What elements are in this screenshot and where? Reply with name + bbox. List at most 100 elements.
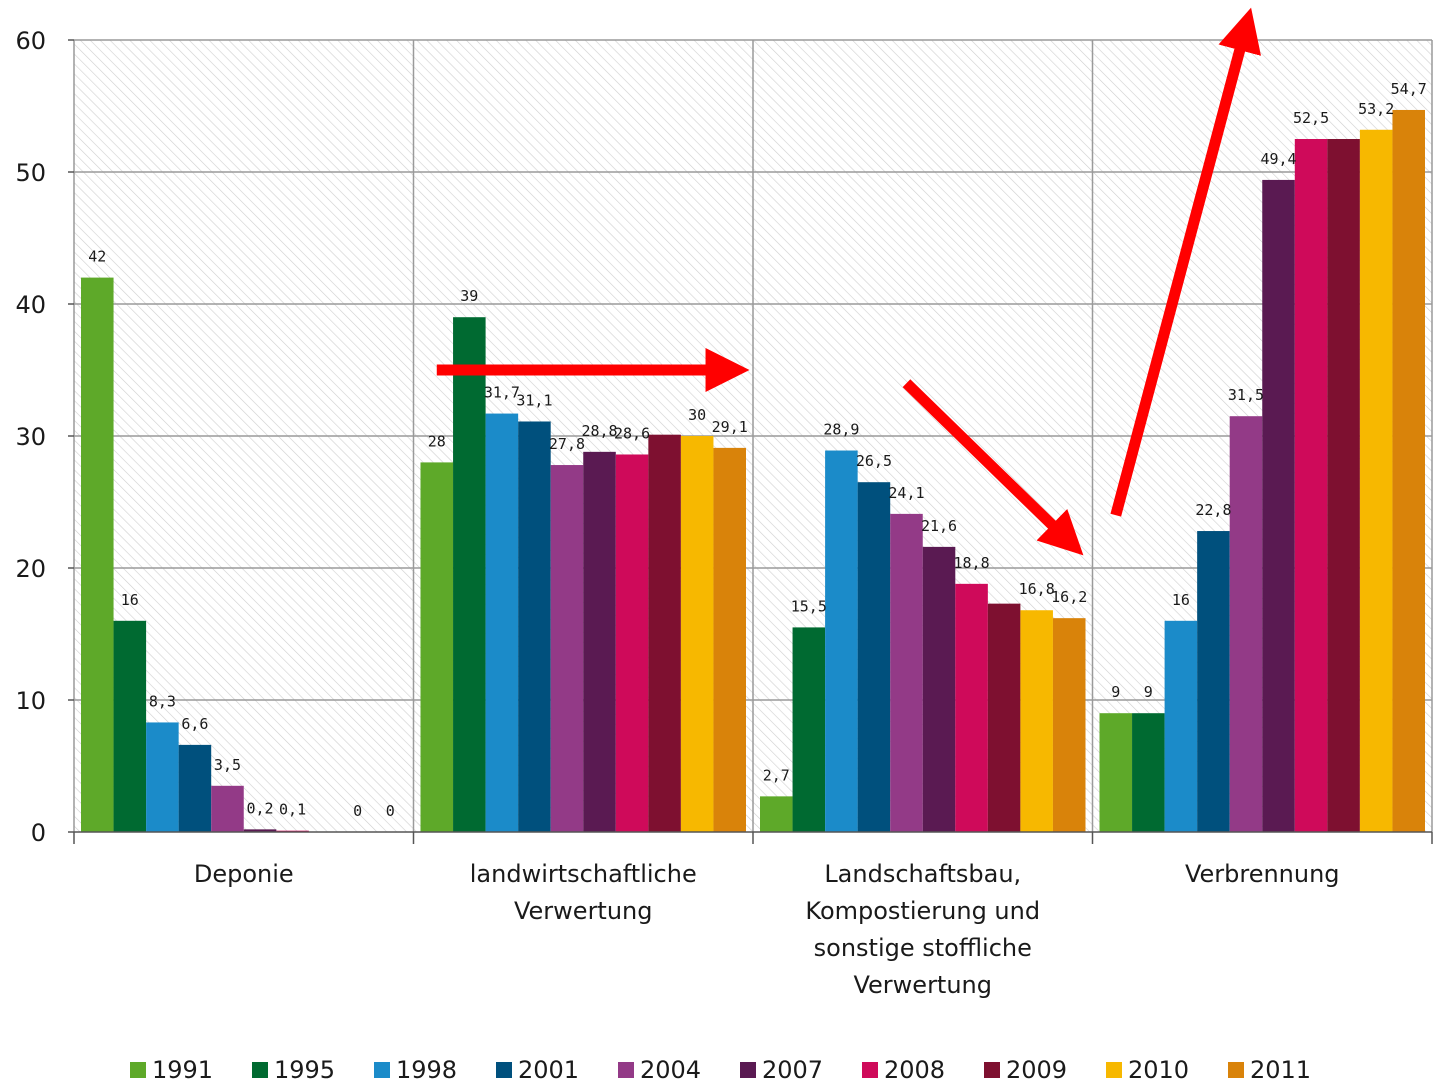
y-tick-label: 60 xyxy=(15,27,46,55)
bar xyxy=(81,277,114,833)
data-label: 0 xyxy=(386,802,395,820)
category-labels: Deponie landwirtschaftliche Verwertung Land… xyxy=(194,860,1340,999)
bars xyxy=(81,109,1425,833)
legend: 1991 1995 1998 2001 2004 2007 2008 2009 2010 2011 xyxy=(130,1055,1350,1085)
legend-swatch xyxy=(1106,1062,1122,1078)
bar xyxy=(178,744,212,832)
legend-item: 2008 xyxy=(862,1056,984,1084)
data-label: 31,1 xyxy=(516,391,552,409)
legend-label: 2007 xyxy=(762,1056,824,1084)
bar xyxy=(1164,620,1198,832)
category-label: Verwertung xyxy=(853,971,992,999)
bar xyxy=(1099,713,1133,832)
bar xyxy=(680,436,714,832)
annotation-arrows xyxy=(436,7,1261,556)
data-label: 15,5 xyxy=(791,597,827,615)
legend-label: 2009 xyxy=(1006,1056,1068,1084)
bar xyxy=(1359,129,1393,832)
bar xyxy=(857,482,891,832)
y-tick-label: 50 xyxy=(15,159,46,187)
bar xyxy=(713,447,746,832)
data-label: 29,1 xyxy=(712,418,748,436)
y-tick-label: 40 xyxy=(15,291,46,319)
data-label: 52,5 xyxy=(1293,109,1329,127)
bar xyxy=(922,546,956,832)
bar xyxy=(485,413,519,832)
bar xyxy=(1229,416,1263,832)
bar xyxy=(211,785,244,832)
data-label: 0,2 xyxy=(246,799,273,817)
legend-label: 2001 xyxy=(518,1056,580,1084)
data-label: 30 xyxy=(688,406,706,424)
category-label: Verbrennung xyxy=(1185,860,1340,888)
legend-label: 1995 xyxy=(274,1056,336,1084)
legend-label: 2011 xyxy=(1250,1056,1312,1084)
bar xyxy=(955,583,988,832)
legend-label: 2010 xyxy=(1128,1056,1190,1084)
category-label: sonstige stoffliche xyxy=(814,934,1032,962)
bar xyxy=(825,450,858,832)
bar xyxy=(146,722,179,832)
data-label: 26,5 xyxy=(856,452,892,470)
category-label: Deponie xyxy=(194,860,294,888)
data-label: 6,6 xyxy=(181,715,208,733)
legend-label: 2008 xyxy=(884,1056,946,1084)
data-label: 39 xyxy=(460,287,478,305)
legend-swatch xyxy=(496,1062,512,1078)
category-label: landwirtschaftliche xyxy=(470,860,697,888)
arrow-decrease xyxy=(902,379,1084,556)
bar xyxy=(1327,139,1360,832)
grid xyxy=(73,39,1433,832)
legend-label: 1991 xyxy=(152,1056,214,1084)
data-label: 16 xyxy=(1172,591,1190,609)
bar xyxy=(1197,531,1230,832)
category-label: Landschaftsbau, xyxy=(824,860,1021,888)
bar xyxy=(1262,179,1295,833)
data-label: 18,8 xyxy=(954,554,990,572)
data-label: 24,1 xyxy=(888,484,924,502)
data-label: 31,7 xyxy=(484,384,520,402)
legend-swatch xyxy=(1228,1062,1244,1078)
bar xyxy=(987,603,1021,832)
data-label: 8,3 xyxy=(149,692,176,710)
data-label: 28,9 xyxy=(823,421,859,439)
bar xyxy=(1132,713,1165,832)
bar xyxy=(890,513,923,832)
data-label: 0,1 xyxy=(279,801,306,819)
legend-item: 2010 xyxy=(1106,1056,1228,1084)
data-label: 28,6 xyxy=(614,424,650,442)
bar xyxy=(760,796,793,832)
legend-item: 1995 xyxy=(252,1056,374,1084)
data-label: 31,5 xyxy=(1228,386,1264,404)
bar xyxy=(1294,139,1328,832)
bar xyxy=(1020,610,1053,832)
arrow-increase xyxy=(1110,7,1261,517)
bar xyxy=(113,620,147,832)
data-label: 2,7 xyxy=(763,766,790,784)
bar xyxy=(1392,109,1425,832)
y-tick-label: 10 xyxy=(15,687,46,715)
legend-item: 2011 xyxy=(1228,1056,1350,1084)
legend-item: 2007 xyxy=(740,1056,862,1084)
bar xyxy=(243,829,277,832)
legend-swatch xyxy=(130,1062,146,1078)
bar xyxy=(420,462,454,832)
legend-swatch xyxy=(374,1062,390,1078)
data-label: 21,6 xyxy=(921,517,957,535)
data-label: 53,2 xyxy=(1358,100,1394,118)
data-label: 22,8 xyxy=(1195,501,1231,519)
category-label: Kompostierung und xyxy=(805,897,1040,925)
data-label: 16,2 xyxy=(1051,588,1087,606)
legend-swatch xyxy=(862,1062,878,1078)
y-tick-label: 20 xyxy=(15,555,46,583)
y-tick-label: 30 xyxy=(15,423,46,451)
data-label: 16,8 xyxy=(1019,580,1055,598)
bar xyxy=(518,421,551,832)
bar xyxy=(792,627,826,832)
bar xyxy=(583,451,616,832)
data-label: 54,7 xyxy=(1391,80,1427,98)
data-label: 9 xyxy=(1144,683,1153,701)
data-label: 16 xyxy=(121,591,139,609)
